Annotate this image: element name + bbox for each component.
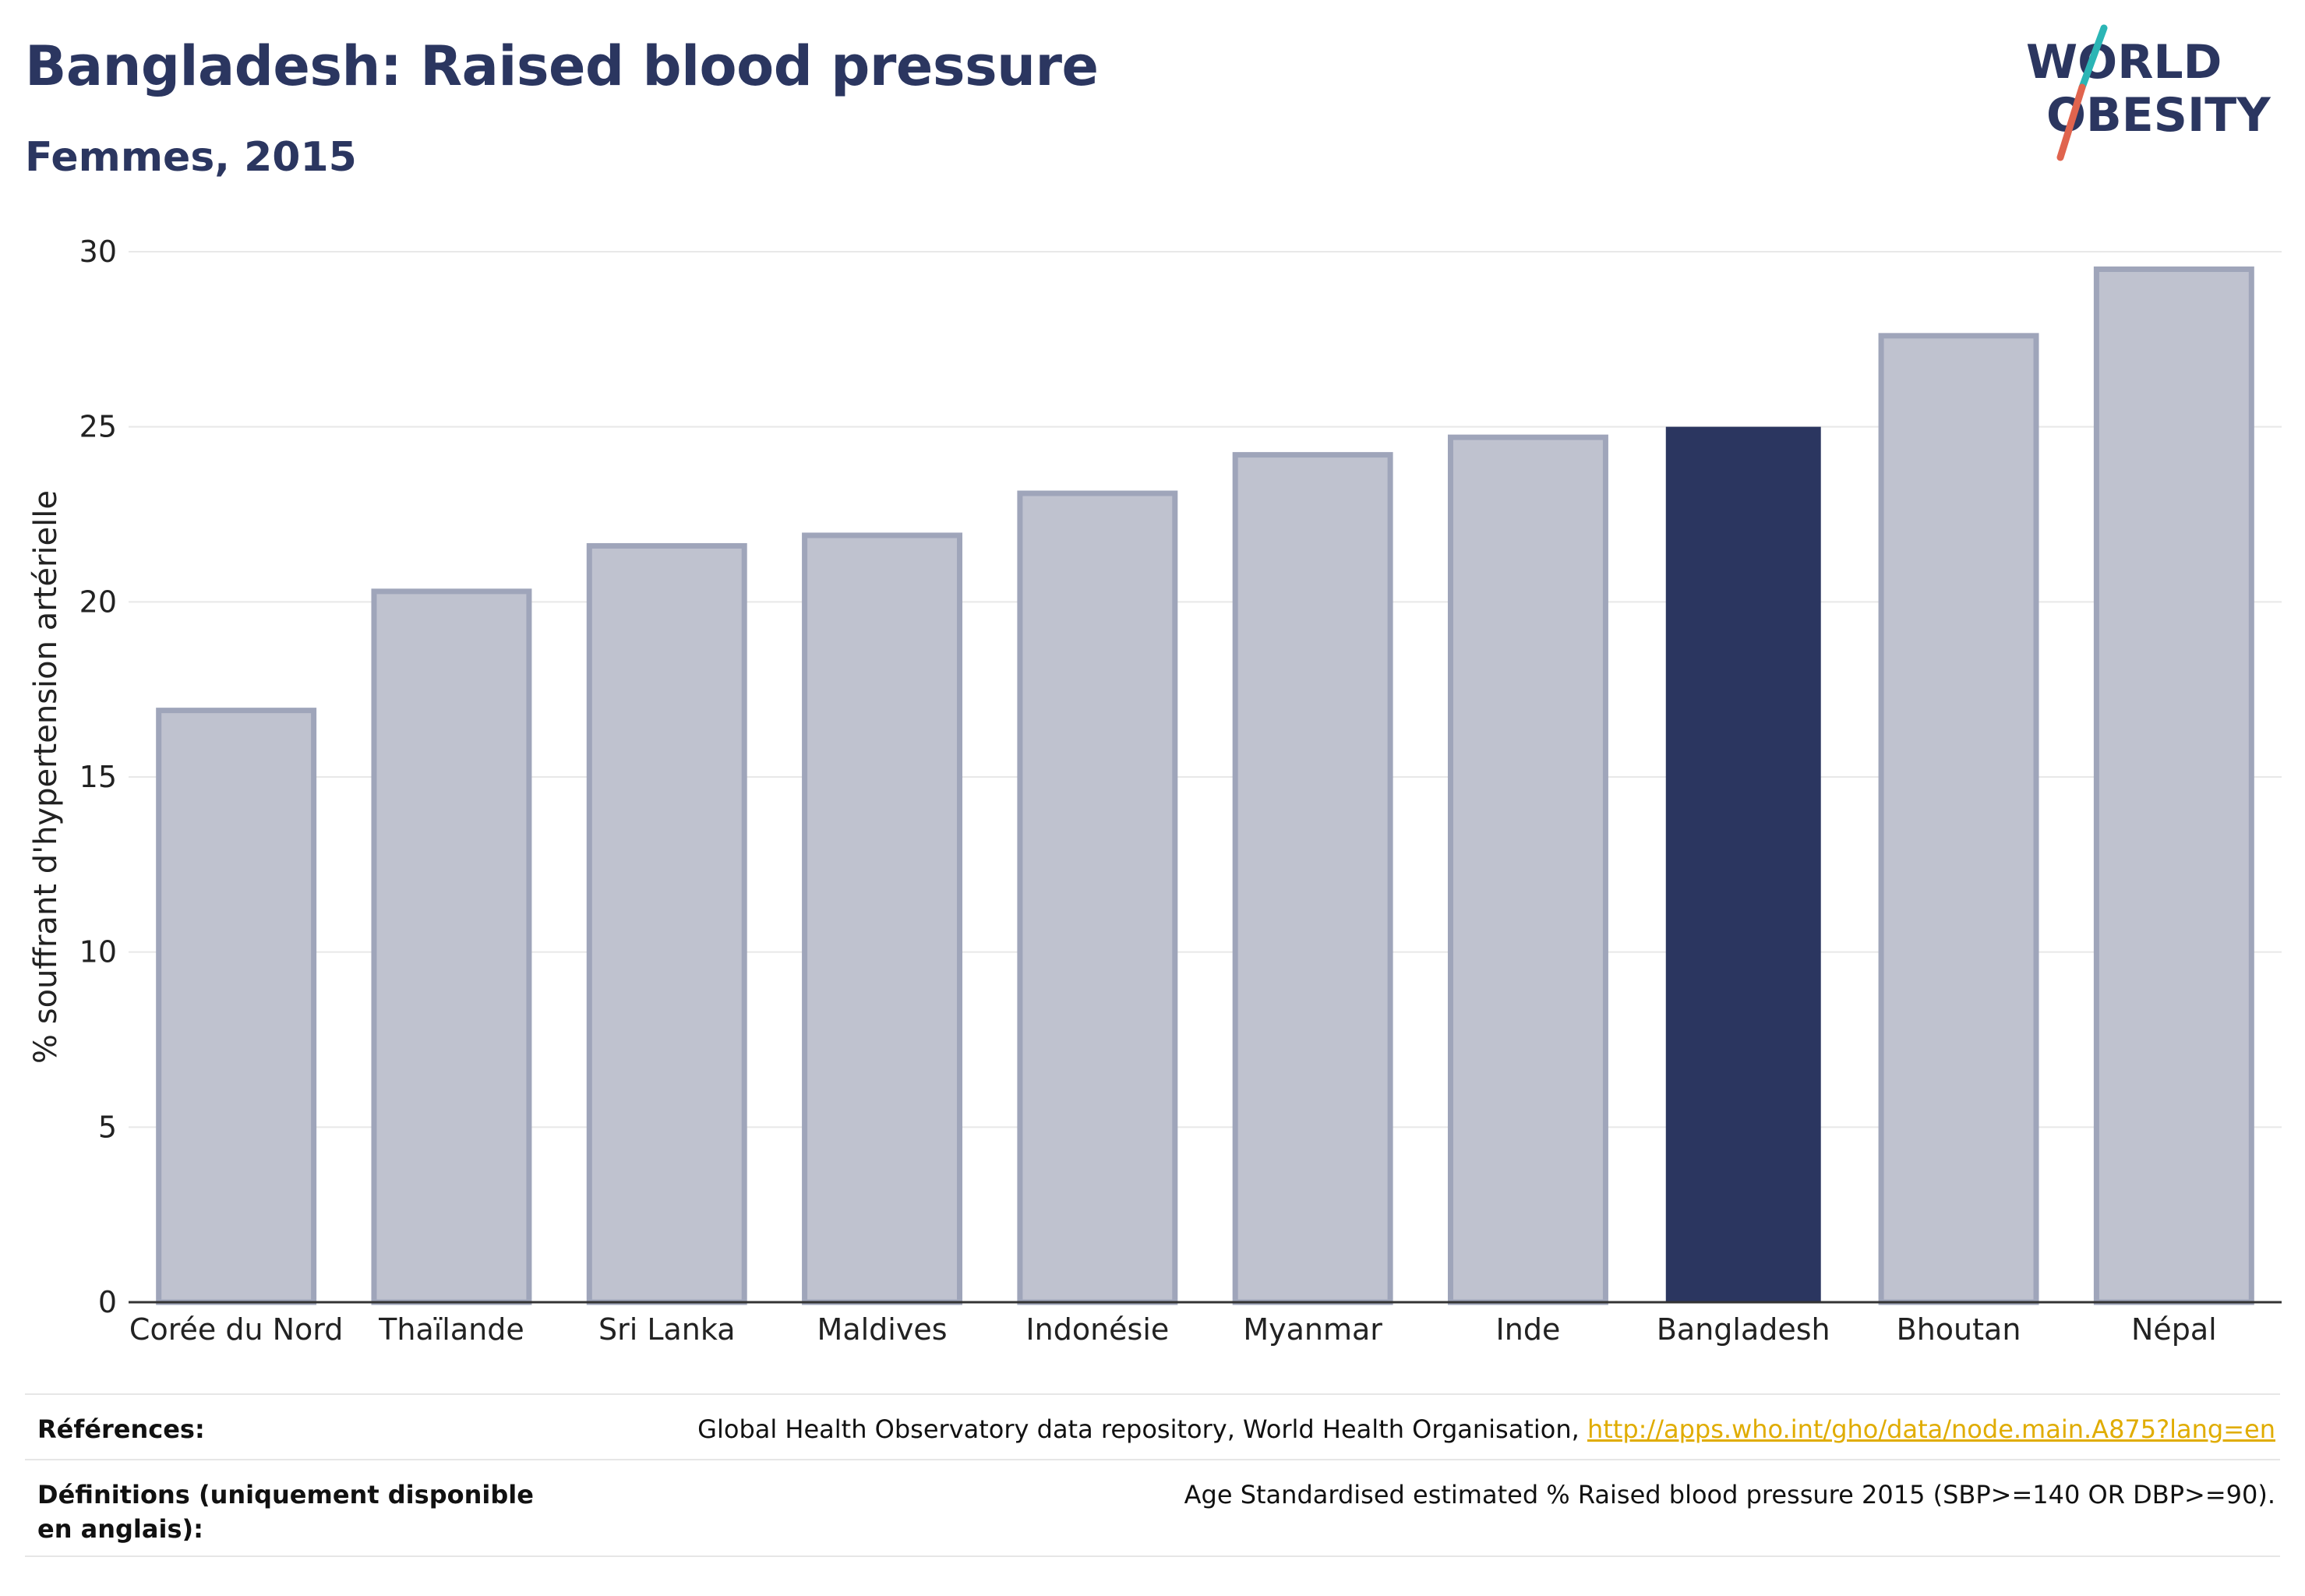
logo-slash-coral bbox=[2056, 83, 2086, 161]
sources-row: Références: Global Health Observatory da… bbox=[25, 1393, 2280, 1459]
y-tick-label: 30 bbox=[79, 235, 117, 269]
bar-n-pal bbox=[2093, 266, 2254, 1305]
x-tick-label: Corée du Nord bbox=[129, 1312, 343, 1347]
x-tick-label: Myanmar bbox=[1243, 1312, 1382, 1347]
sources-label: Références: bbox=[37, 1414, 205, 1444]
chart-subtitle: Femmes, 2015 bbox=[25, 134, 357, 181]
bar-bangladesh bbox=[1665, 426, 1821, 1302]
references-table: Références: Global Health Observatory da… bbox=[25, 1393, 2280, 1557]
bar-myanmar bbox=[1232, 452, 1393, 1305]
y-tick-label: 15 bbox=[79, 760, 117, 794]
bar-inde bbox=[1447, 434, 1608, 1305]
definitions-row: Définitions (uniquement disponible en an… bbox=[25, 1459, 2280, 1557]
x-tick-label: Thaïlande bbox=[378, 1312, 524, 1347]
x-tick-label: Sri Lanka bbox=[598, 1312, 736, 1347]
sources-text: Global Health Observatory data repositor… bbox=[697, 1414, 1580, 1444]
chart-title: Bangladesh: Raised blood pressure bbox=[25, 34, 1099, 98]
world-obesity-logo: WORLD OBESITY bbox=[2026, 24, 2271, 161]
x-tick-label: Bhoutan bbox=[1897, 1312, 2021, 1347]
y-axis-label: % souffrant d'hypertension artérielle bbox=[28, 490, 64, 1064]
y-tick-label: 5 bbox=[98, 1110, 117, 1144]
bar-indon-sie bbox=[1017, 490, 1178, 1305]
bar-bhoutan bbox=[1878, 333, 2039, 1305]
x-tick-label: Indonésie bbox=[1025, 1312, 1169, 1347]
y-tick-label: 25 bbox=[79, 410, 117, 444]
logo-slash-teal bbox=[2078, 24, 2108, 91]
x-tick-label: Népal bbox=[2131, 1312, 2217, 1347]
y-tick-label: 20 bbox=[79, 584, 117, 619]
bar-tha-lande bbox=[371, 588, 532, 1305]
logo-word-world: WORLD bbox=[2026, 35, 2222, 90]
bar-chart: 0 5 10 15 20 25 30 Corée du Nord Thaïlande Sri La… bbox=[28, 235, 2282, 1347]
definitions-label: Définitions (uniquement disponible en an… bbox=[37, 1480, 534, 1544]
x-tick-label: Maldives bbox=[817, 1312, 948, 1347]
bar-maldives bbox=[802, 532, 963, 1305]
bar-cor-e-du-nord bbox=[156, 708, 317, 1305]
logo-word-obesity: OBESITY bbox=[2046, 88, 2271, 143]
x-tick-label: Bangladesh bbox=[1657, 1312, 1830, 1347]
sources-value: Global Health Observatory data repositor… bbox=[697, 1395, 2280, 1462]
sources-link[interactable]: http://apps.who.int/gho/data/node.main.A… bbox=[1587, 1414, 2275, 1444]
definitions-value: Age Standardised estimated % Raised bloo… bbox=[1184, 1480, 2275, 1509]
x-tick-label: Inde bbox=[1496, 1312, 1561, 1347]
y-tick-label: 0 bbox=[98, 1285, 117, 1319]
bar-sri-lanka bbox=[586, 542, 747, 1305]
y-tick-label: 10 bbox=[79, 935, 117, 969]
